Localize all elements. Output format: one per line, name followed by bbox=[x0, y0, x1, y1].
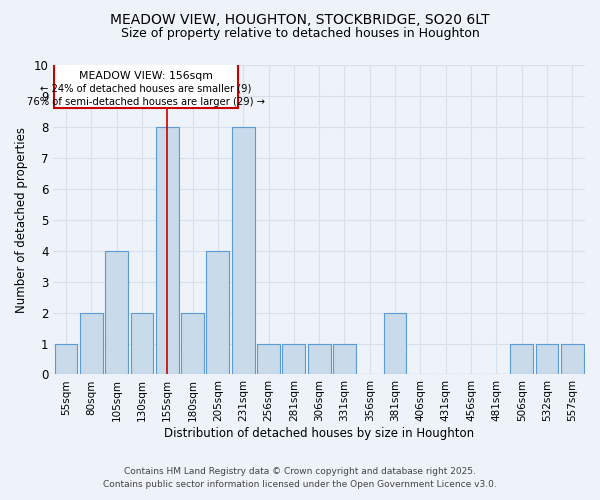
Text: 76% of semi-detached houses are larger (29) →: 76% of semi-detached houses are larger (… bbox=[27, 96, 265, 106]
FancyBboxPatch shape bbox=[54, 64, 238, 108]
Bar bbox=[308, 344, 331, 374]
Bar bbox=[283, 344, 305, 374]
Bar bbox=[55, 344, 77, 374]
Bar bbox=[131, 312, 154, 374]
Bar bbox=[206, 250, 229, 374]
Bar bbox=[257, 344, 280, 374]
Text: Size of property relative to detached houses in Houghton: Size of property relative to detached ho… bbox=[121, 28, 479, 40]
Text: ← 24% of detached houses are smaller (9): ← 24% of detached houses are smaller (9) bbox=[40, 84, 251, 94]
Bar bbox=[232, 127, 254, 374]
Bar bbox=[80, 312, 103, 374]
Bar bbox=[536, 344, 559, 374]
Text: Contains HM Land Registry data © Crown copyright and database right 2025.
Contai: Contains HM Land Registry data © Crown c… bbox=[103, 468, 497, 489]
Bar bbox=[105, 250, 128, 374]
Text: MEADOW VIEW, HOUGHTON, STOCKBRIDGE, SO20 6LT: MEADOW VIEW, HOUGHTON, STOCKBRIDGE, SO20… bbox=[110, 12, 490, 26]
Bar bbox=[511, 344, 533, 374]
Bar bbox=[181, 312, 204, 374]
Text: MEADOW VIEW: 156sqm: MEADOW VIEW: 156sqm bbox=[79, 71, 213, 81]
Bar bbox=[156, 127, 179, 374]
Bar bbox=[333, 344, 356, 374]
Bar bbox=[384, 312, 406, 374]
X-axis label: Distribution of detached houses by size in Houghton: Distribution of detached houses by size … bbox=[164, 427, 474, 440]
Y-axis label: Number of detached properties: Number of detached properties bbox=[15, 126, 28, 312]
Bar bbox=[561, 344, 584, 374]
